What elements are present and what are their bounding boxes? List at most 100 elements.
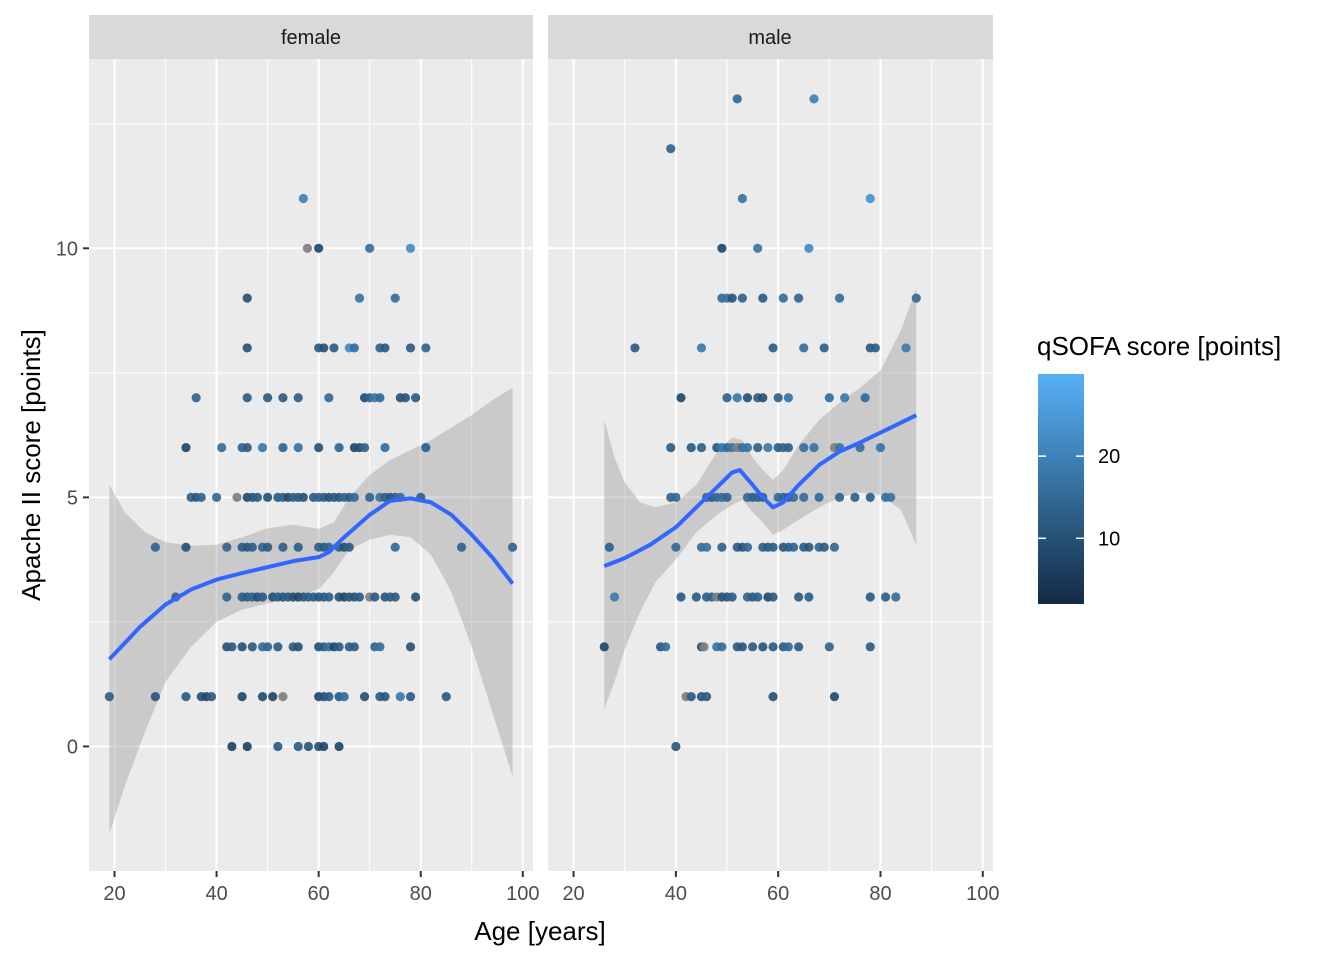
data-point xyxy=(824,393,834,403)
data-point xyxy=(405,343,416,353)
data-point xyxy=(334,442,344,453)
data-point xyxy=(758,642,768,652)
data-point xyxy=(405,692,416,702)
x-tick-label: 80 xyxy=(410,883,432,905)
data-point xyxy=(768,343,778,353)
data-point xyxy=(324,393,334,403)
data-point xyxy=(758,293,768,303)
data-point xyxy=(329,343,339,353)
data-point xyxy=(891,592,901,602)
data-point xyxy=(293,442,303,453)
x-tick-label: 60 xyxy=(308,883,330,905)
data-point xyxy=(150,692,160,702)
data-point xyxy=(257,592,268,602)
data-point xyxy=(242,393,252,403)
data-point xyxy=(742,393,753,403)
data-point xyxy=(181,692,191,702)
data-point xyxy=(339,692,349,702)
data-point xyxy=(354,592,365,602)
data-point xyxy=(293,642,303,652)
data-point xyxy=(753,243,763,253)
data-point xyxy=(314,243,324,253)
data-point xyxy=(671,741,681,752)
data-point xyxy=(666,442,676,453)
legend-title: qSOFA score [points] xyxy=(1037,331,1281,361)
x-tick-label: 40 xyxy=(665,883,687,905)
data-point xyxy=(666,144,676,154)
data-point xyxy=(257,442,268,453)
data-point xyxy=(181,442,191,453)
data-point xyxy=(722,393,732,403)
data-point xyxy=(293,393,303,403)
data-point xyxy=(421,343,431,353)
y-tick-label: 5 xyxy=(67,487,78,509)
data-point xyxy=(865,492,875,502)
data-point xyxy=(344,542,354,552)
data-point xyxy=(293,542,303,552)
data-point xyxy=(298,492,308,502)
y-tick-label: 10 xyxy=(56,238,78,260)
data-point xyxy=(314,442,324,453)
data-point xyxy=(302,243,313,253)
data-point xyxy=(247,642,257,652)
data-point xyxy=(717,542,727,552)
data-point xyxy=(788,542,799,552)
data-point xyxy=(293,741,303,752)
data-point xyxy=(273,741,283,752)
data-point xyxy=(104,692,115,702)
strip-label-female: female xyxy=(281,27,341,49)
data-point xyxy=(911,293,921,303)
x-tick-label: 60 xyxy=(767,883,789,905)
data-point xyxy=(354,293,365,303)
data-point xyxy=(753,442,763,453)
points-male xyxy=(599,94,921,752)
data-point xyxy=(349,343,359,353)
data-point xyxy=(834,293,845,303)
data-point xyxy=(809,94,819,104)
color-legend: qSOFA score [points] 10 20 xyxy=(1037,331,1281,604)
data-point xyxy=(799,343,809,353)
panel-background-female xyxy=(89,59,533,871)
data-point xyxy=(875,442,886,453)
data-point xyxy=(257,692,268,702)
data-point xyxy=(278,692,288,702)
data-point xyxy=(380,343,390,353)
data-point xyxy=(768,642,778,652)
data-point xyxy=(834,492,845,502)
data-point xyxy=(411,592,421,602)
data-point xyxy=(676,393,686,403)
smooth-line xyxy=(603,413,918,568)
panel-female: female 20 40 60 80 100 xyxy=(89,15,539,905)
data-point xyxy=(359,442,370,453)
data-point xyxy=(824,642,834,652)
data-point xyxy=(671,492,681,502)
data-point xyxy=(599,642,609,652)
data-point xyxy=(242,741,252,752)
y-tick-label: 0 xyxy=(67,736,78,758)
data-point xyxy=(804,243,814,253)
data-point xyxy=(390,542,400,552)
data-point xyxy=(794,592,804,602)
data-point xyxy=(237,642,247,652)
data-point xyxy=(604,542,614,552)
data-point xyxy=(773,393,783,403)
points-female xyxy=(104,193,518,752)
data-point xyxy=(441,692,451,702)
data-point xyxy=(799,442,809,453)
data-point xyxy=(661,642,671,652)
data-point xyxy=(217,442,227,453)
data-point xyxy=(804,592,814,602)
data-point xyxy=(411,393,421,403)
data-point xyxy=(400,393,411,403)
data-point xyxy=(380,692,390,702)
data-point xyxy=(349,642,359,652)
data-point xyxy=(507,542,518,552)
data-point xyxy=(395,692,405,702)
colorbar-tick-label: 20 xyxy=(1098,446,1120,468)
data-point xyxy=(324,592,334,602)
data-point xyxy=(278,542,288,552)
data-point xyxy=(860,393,870,403)
data-point xyxy=(671,542,681,552)
x-axis-female: 20 40 60 80 100 xyxy=(103,871,539,905)
